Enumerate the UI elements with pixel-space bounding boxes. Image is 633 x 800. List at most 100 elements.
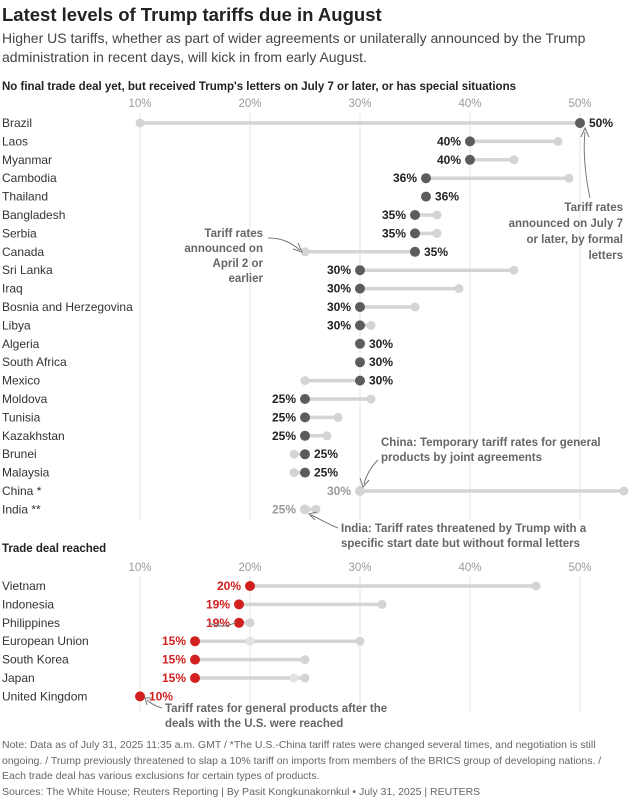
rate-label: 35% [424,245,448,259]
current-rate-dot [245,581,255,591]
current-rate-dot [300,449,310,460]
april-rate-dot [135,118,145,128]
current-rate-dot [355,338,365,349]
rate-label: 35% [382,226,406,240]
april-rate-dot [531,581,541,591]
country-label: Philippines [2,616,60,630]
x-tick-label: 20% [238,562,261,574]
rate-label: 30% [327,318,351,332]
x-tick-label: 50% [568,562,591,574]
current-rate-dot [300,412,310,423]
annotation-arrow [310,514,339,529]
country-label: Brunei [2,447,37,461]
x-tick-label: 40% [458,562,481,574]
x-tick-label: 10% [128,98,151,110]
april-rate-dot [333,412,343,422]
country-label: Bangladesh [2,208,65,222]
current-rate-dot [421,173,431,184]
source-line: Sources: The White House; Reuters Report… [2,786,481,798]
rate-label: 30% [327,300,351,314]
annotation-arrowhead [359,477,370,488]
april-rate-dot [619,486,629,496]
country-label: Bosnia and Herzegovina [2,300,133,314]
country-label: India ** [2,502,41,516]
april-rate-dot [366,394,376,404]
country-label: Japan [2,671,35,685]
country-label: Algeria [2,337,40,351]
rate-label: 25% [314,466,338,480]
country-label: Iraq [2,282,23,296]
current-rate-dot [135,691,145,702]
rate-label: 36% [393,171,417,185]
april-rate-dot [377,599,387,609]
rate-label: 36% [435,190,459,204]
april-rate-dot [454,284,464,294]
current-rate-dot [355,302,365,312]
rate-label: 30% [327,263,351,277]
april-rate-dot [432,228,442,238]
current-rate-dot [300,430,310,441]
current-rate-dot [465,136,475,147]
rate-label: 25% [272,392,296,406]
current-rate-dot [410,246,420,257]
rate-label: 25% [272,410,296,424]
current-rate-dot [410,228,420,239]
rate-label: 10% [149,689,173,703]
annotation-india: India: Tariff rates threatened by Trump … [341,523,587,550]
country-label: Thailand [2,190,48,204]
rate-label: 19% [206,597,230,611]
annotation-letters: Tariff rates announced on July 7 or later,… [509,202,623,262]
april-rate-dot [300,247,310,257]
rate-label: 15% [162,653,186,667]
x-tick-label: 20% [238,98,261,110]
current-rate-dot [355,283,365,294]
april-rate-dot [289,468,299,478]
april-rate-dot [289,449,299,459]
country-label: South Korea [2,653,69,667]
current-rate-dot [300,467,310,478]
annotation-arrow [267,237,301,251]
annotation-arrow [208,621,237,627]
april-rate-dot [322,431,332,441]
country-label: Brazil [2,116,32,130]
rate-label: 30% [327,282,351,296]
chart-title: Latest levels of Trump tariffs due in Au… [2,4,382,25]
rate-label: 25% [314,447,338,461]
current-rate-dot [234,599,244,610]
rate-label: 15% [162,671,186,685]
country-label: China * [2,484,42,498]
april-rate-dot [509,155,519,165]
april-rate-dot [410,302,420,312]
current-rate-dot [190,654,200,665]
april-rate-dot [432,210,442,220]
country-label: Cambodia [2,171,57,185]
rate-label: 30% [369,374,393,388]
panel-title-0: No final trade deal yet, but received Tr… [2,81,516,93]
annotation-arrow [583,131,591,199]
rate-label: 40% [437,134,461,148]
april-rate-dot [300,376,310,386]
annotation-china: China: Temporary tariff rates for genera… [381,437,601,464]
annotation-april: Tariff rates announced on April 2 or earlie… [184,228,263,285]
country-label: Myanmar [2,153,52,167]
panel-title-1: Trade deal reached [2,543,106,555]
country-label: Laos [2,134,28,148]
april-rate-dot [553,136,563,146]
april-rate-dot [509,265,519,275]
april-rate-dot [366,320,376,330]
country-label: Serbia [2,226,37,240]
country-label: Canada [2,245,44,259]
country-label: Libya [2,318,31,332]
x-tick-label: 40% [458,98,481,110]
x-tick-label: 30% [348,98,371,110]
country-label: Moldova [2,392,48,406]
country-label: Indonesia [2,597,54,611]
april-rate-dot [355,636,365,646]
current-rate-dot [421,191,431,202]
country-label: Vietnam [2,579,46,593]
chart-subtitle: Higher US tariffs, whether as part of wi… [2,30,586,65]
rate-label: 40% [437,153,461,167]
earlier-rate-dot [245,636,255,646]
x-tick-label: 10% [128,562,151,574]
